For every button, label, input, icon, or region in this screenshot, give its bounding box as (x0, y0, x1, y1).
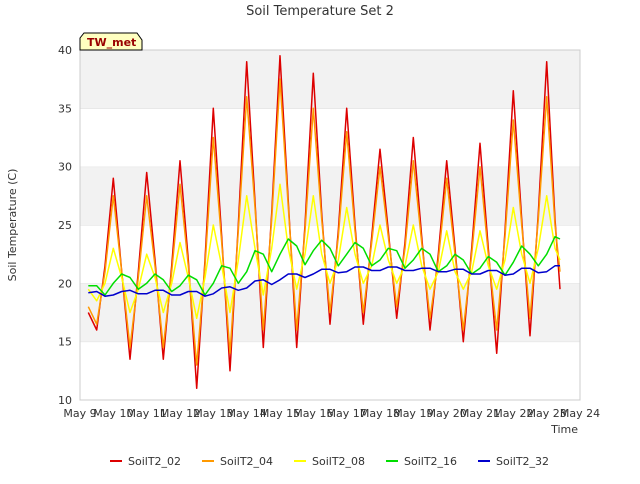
x-tick-label: May 12 (160, 407, 200, 420)
plot-area-border (79, 49, 581, 401)
station-label-shape (79, 32, 143, 51)
legend-label: SoilT2_02 (128, 455, 181, 468)
x-axis-label: Time (550, 423, 578, 436)
y-tick-label: 10 (58, 394, 72, 407)
x-tick-label: May 11 (127, 407, 167, 420)
x-tick-label: May 17 (327, 407, 367, 420)
grid-band (80, 108, 580, 167)
legend-item: SoilT2_08 (294, 455, 365, 468)
x-tick-label: May 9 (63, 407, 96, 420)
station-label-box: TW_met (79, 32, 143, 51)
legend: SoilT2_02 SoilT2_04 SoilT2_08 SoilT2_16 Soil… (110, 455, 549, 468)
legend-item: SoilT2_04 (202, 455, 273, 468)
grid-band (80, 166, 580, 225)
y-axis-label: Soil Temperature (C) (6, 169, 19, 282)
series-line-soilt2-04 (87, 78, 561, 366)
legend-item: SoilT2_02 (110, 455, 181, 468)
station-label: TW_met (87, 36, 136, 49)
x-tick-label: May 21 (460, 407, 500, 420)
y-tick-label: 25 (58, 219, 72, 232)
x-tick-label: May 10 (93, 407, 133, 420)
y-axis-ticks: 10 15 20 25 30 35 40 (58, 44, 72, 407)
legend-label: SoilT2_16 (404, 455, 457, 468)
x-tick-label: May 14 (227, 407, 267, 420)
x-tick-label: May 24 (560, 407, 600, 420)
y-tick-label: 40 (58, 44, 72, 57)
grid-band (80, 225, 580, 284)
x-tick-label: May 15 (260, 407, 300, 420)
grid-band (80, 341, 580, 400)
y-tick-label: 30 (58, 161, 72, 174)
legend-label: SoilT2_04 (220, 455, 273, 468)
legend-label: SoilT2_32 (496, 455, 549, 468)
x-tick-label: May 23 (527, 407, 567, 420)
legend-item: SoilT2_32 (478, 455, 549, 468)
x-tick-label: May 19 (393, 407, 433, 420)
y-tick-label: 15 (58, 336, 72, 349)
y-tick-label: 20 (58, 277, 72, 290)
x-tick-label: May 13 (193, 407, 233, 420)
chart-title: Soil Temperature Set 2 (246, 4, 394, 19)
legend-label: SoilT2_08 (312, 455, 365, 468)
grid-band (80, 50, 580, 109)
series-line-soilt2-32 (88, 265, 560, 297)
x-tick-label: May 20 (427, 407, 467, 420)
x-tick-label: May 18 (360, 407, 400, 420)
x-tick-label: May 22 (493, 407, 533, 420)
x-tick-label: May 16 (293, 407, 333, 420)
series-lines (87, 55, 561, 390)
y-tick-label: 35 (58, 102, 72, 115)
series-line-soilt2-16 (88, 235, 561, 296)
legend-item: SoilT2_16 (386, 455, 457, 468)
